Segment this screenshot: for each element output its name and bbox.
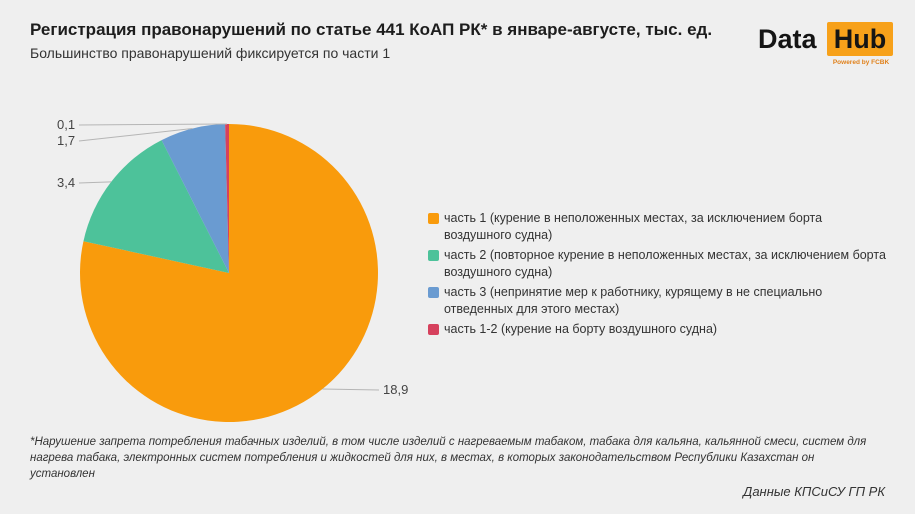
pie-slice-2: [83, 140, 230, 273]
chart-legend: часть 1 (курение в неположенных местах, …: [428, 210, 888, 341]
leader-line-3: [78, 128, 193, 142]
legend-item-2: часть 2 (повторное курение в неположенны…: [428, 247, 888, 281]
pie-slice-3: [161, 124, 229, 274]
leader-line-2: [78, 181, 112, 184]
legend-item-1: часть 1 (курение в неположенных местах, …: [428, 210, 888, 244]
legend-swatch: [428, 213, 439, 224]
legend-item-3: часть 3 (непринятие мер к работнику, кур…: [428, 284, 888, 318]
leader-line-4: [78, 123, 228, 126]
logo-powered-by: Powered by FCBK: [832, 59, 890, 66]
chart-title: Регистрация правонарушений по статье 441…: [30, 20, 713, 39]
legend-swatch: [428, 250, 439, 261]
legend-label: часть 1-2 (курение на борту воздушного с…: [444, 322, 718, 336]
datahub-logo: Data Hub Powered by FCBK: [758, 22, 893, 70]
legend-swatch: [428, 287, 439, 298]
data-label-4: 0,1: [57, 117, 75, 132]
leader-line-1: [322, 388, 380, 391]
data-label-1: 18,9: [383, 382, 408, 397]
logo-hub-word: Hub: [827, 22, 893, 56]
pie-slice-4: [225, 124, 229, 273]
legend-label: часть 3 (непринятие мер к работнику, кур…: [444, 285, 823, 316]
footnote: *Нарушение запрета потребления табачных …: [30, 436, 867, 480]
data-source: Данные КПСиСУ ГП РК: [743, 484, 885, 499]
legend-label: часть 2 (повторное курение в неположенны…: [444, 248, 886, 279]
legend-swatch: [428, 324, 439, 335]
legend-item-4: часть 1-2 (курение на борту воздушного с…: [428, 321, 888, 338]
legend-label: часть 1 (курение в неположенных местах, …: [444, 211, 823, 242]
data-label-3: 1,7: [57, 133, 75, 148]
data-label-2: 3,4: [57, 175, 75, 190]
chart-subtitle: Большинство правонарушений фиксируется п…: [30, 45, 391, 61]
logo-data-word: Data: [758, 24, 817, 54]
